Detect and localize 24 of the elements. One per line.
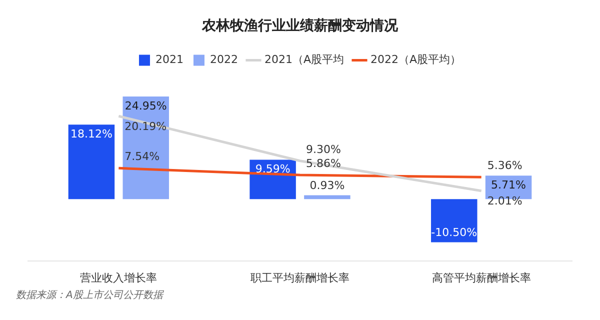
data-label: 9.30% <box>306 142 341 156</box>
data-label: 18.12% <box>70 128 112 140</box>
data-label: 0.93% <box>310 179 345 192</box>
data-label: 5.71% <box>491 178 526 192</box>
bar <box>304 195 350 200</box>
data-label: 20.19% <box>124 120 167 133</box>
legend-label: 2021 <box>155 53 184 66</box>
x-tick-label: 职工平均薪酬增长率 <box>250 271 350 284</box>
bar <box>68 124 115 200</box>
x-tick-label: 高管平均薪酬增长率 <box>432 271 531 284</box>
data-label: -10.50% <box>431 226 478 240</box>
data-label: 9.59% <box>255 162 290 176</box>
legend-label: 2022 <box>210 53 238 66</box>
legend-label: 2021（A股平均 <box>264 53 344 66</box>
data-label: 24.95% <box>124 99 167 112</box>
data-label: 7.54% <box>124 150 160 163</box>
x-tick-label: 营业收入增长率 <box>80 271 158 284</box>
source-note: 数据来源：A股上市公司公开数据 <box>16 288 165 302</box>
chart-title: 农林牧渔行业业绩薪酬变动情况 <box>201 17 399 34</box>
bar <box>431 199 478 242</box>
data-label: 2.01% <box>487 194 522 208</box>
data-label: 5.36% <box>487 158 522 172</box>
data-label: 5.86% <box>306 156 341 170</box>
legend-label: 2022（A股平均） <box>370 53 462 66</box>
